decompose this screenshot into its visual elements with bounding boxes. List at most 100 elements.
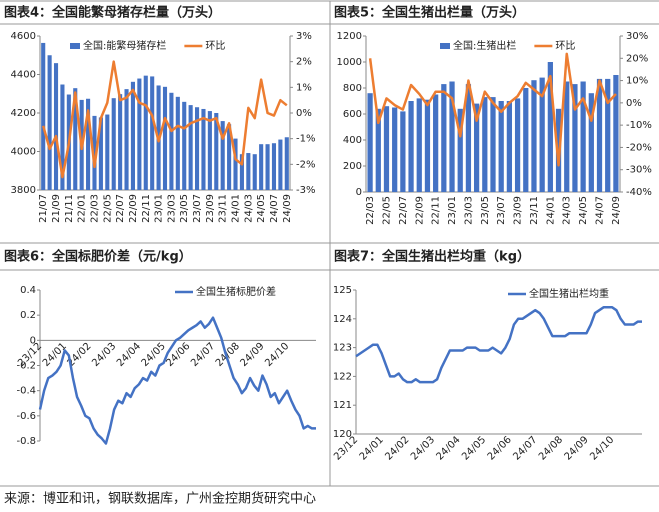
bar xyxy=(408,101,414,192)
x-tick-label: 24/07 xyxy=(189,341,217,369)
bar xyxy=(188,105,193,190)
bar xyxy=(482,97,488,192)
bar xyxy=(473,103,480,192)
bar xyxy=(284,137,289,190)
x-tick-label: 22/05 xyxy=(102,194,113,223)
bar xyxy=(514,98,521,192)
x-tick-label: 24/07 xyxy=(269,194,280,223)
y2-tick-label: 0% xyxy=(296,108,312,119)
line xyxy=(355,306,642,384)
bar xyxy=(169,92,174,190)
x-tick-label: 23/09 xyxy=(513,196,524,225)
bar xyxy=(220,121,225,190)
y-tick-label: 400 xyxy=(343,135,362,146)
source-note: 来源：博亚和讯，钢联数据库，广州金控期货研究中心 xyxy=(4,491,316,507)
bar xyxy=(457,108,463,192)
x-tick-label: 24/09 xyxy=(563,434,591,462)
bar xyxy=(162,86,168,190)
x-tick-label: 22/11 xyxy=(431,196,442,225)
x-tick-label: 24/03 xyxy=(409,434,437,462)
x-tick-label: 23/03 xyxy=(166,194,177,223)
y-tick-label: 0.4 xyxy=(20,285,36,296)
x-tick-label: 23/09 xyxy=(205,194,216,223)
legend-swatch xyxy=(70,43,80,49)
x-tick-label: 22/01 xyxy=(77,194,88,223)
x-tick-label: 24/05 xyxy=(460,434,488,462)
bar xyxy=(375,108,381,192)
y-tick-label: 120 xyxy=(333,429,352,440)
y2-tick-label: -20% xyxy=(626,142,652,153)
x-tick-label: 24/05 xyxy=(578,196,589,225)
bar xyxy=(433,94,439,192)
y-tick-label: 3800 xyxy=(11,185,36,196)
x-tick-label: 23/07 xyxy=(496,196,507,225)
bar xyxy=(252,154,257,190)
y2-tick-label: -3% xyxy=(296,185,315,196)
x-tick-label: 23/01 xyxy=(447,196,458,225)
bar xyxy=(580,81,586,192)
y2-tick-label: -2% xyxy=(296,159,315,170)
bar xyxy=(506,101,513,192)
chart-title: 图表6：全国标肥价差（元/kg） xyxy=(4,249,192,265)
y-tick-label: 125 xyxy=(333,285,352,296)
bar xyxy=(465,84,472,192)
y2-tick-label: 1% xyxy=(296,82,312,93)
x-tick-label: 22/11 xyxy=(141,194,152,223)
y-tick-label: -0.6 xyxy=(16,411,36,422)
bar xyxy=(400,111,406,192)
x-tick-label: 24/07 xyxy=(595,196,606,225)
bar xyxy=(547,62,553,192)
bar xyxy=(367,93,373,192)
y2-tick-label: -1% xyxy=(296,134,315,145)
x-tick-label: 24/01 xyxy=(358,434,386,462)
y2-tick-label: 10% xyxy=(626,76,648,87)
x-tick-label: 23/05 xyxy=(480,196,491,225)
bar xyxy=(182,101,187,190)
x-tick-label: 24/08 xyxy=(214,341,242,369)
bar xyxy=(227,124,232,190)
legend-label: 全国生猪出栏均重 xyxy=(529,287,609,300)
bar xyxy=(449,81,455,192)
x-tick-label: 24/05 xyxy=(140,341,168,369)
y-tick-label: 4000 xyxy=(11,147,36,158)
bar xyxy=(150,76,155,190)
bar xyxy=(195,107,200,190)
bar xyxy=(605,78,611,192)
bar xyxy=(613,75,619,192)
bar xyxy=(564,81,570,192)
bar xyxy=(111,98,116,190)
x-tick-label: 23/11 xyxy=(529,196,540,225)
y2-tick-label: 2% xyxy=(296,57,312,68)
bar xyxy=(278,139,283,190)
legend-label: 全国:生猪出栏 xyxy=(453,39,516,52)
x-tick-label: 24/03 xyxy=(562,196,573,225)
bar xyxy=(98,117,103,190)
x-tick-label: 21/09 xyxy=(51,194,62,223)
x-tick-label: 24/06 xyxy=(164,341,192,369)
bar xyxy=(175,96,180,190)
chart-title: 图表7：全国生猪出栏均重（kg） xyxy=(334,249,530,265)
y-tick-label: 122 xyxy=(333,371,352,382)
y-tick-label: 800 xyxy=(343,83,362,94)
bar xyxy=(118,94,123,190)
x-tick-label: 22/07 xyxy=(398,196,409,225)
bar xyxy=(239,154,244,190)
y-tick-label: 1000 xyxy=(337,57,362,68)
x-tick-label: 24/08 xyxy=(537,434,565,462)
y-tick-label: 600 xyxy=(343,109,362,120)
bar xyxy=(130,81,135,190)
x-tick-label: 21/07 xyxy=(38,194,49,223)
line xyxy=(42,60,288,179)
bar xyxy=(498,101,504,192)
bar xyxy=(233,138,238,190)
y-tick-label: 4400 xyxy=(11,70,36,81)
x-tick-label: 24/10 xyxy=(588,434,616,462)
bar xyxy=(246,153,251,190)
bar xyxy=(60,84,65,190)
bar xyxy=(424,99,431,192)
y2-tick-label: -10% xyxy=(626,120,652,131)
bar xyxy=(137,78,142,190)
x-tick-label: 24/02 xyxy=(383,434,411,462)
bar xyxy=(588,93,594,192)
y-tick-label: -0.2 xyxy=(16,361,36,372)
